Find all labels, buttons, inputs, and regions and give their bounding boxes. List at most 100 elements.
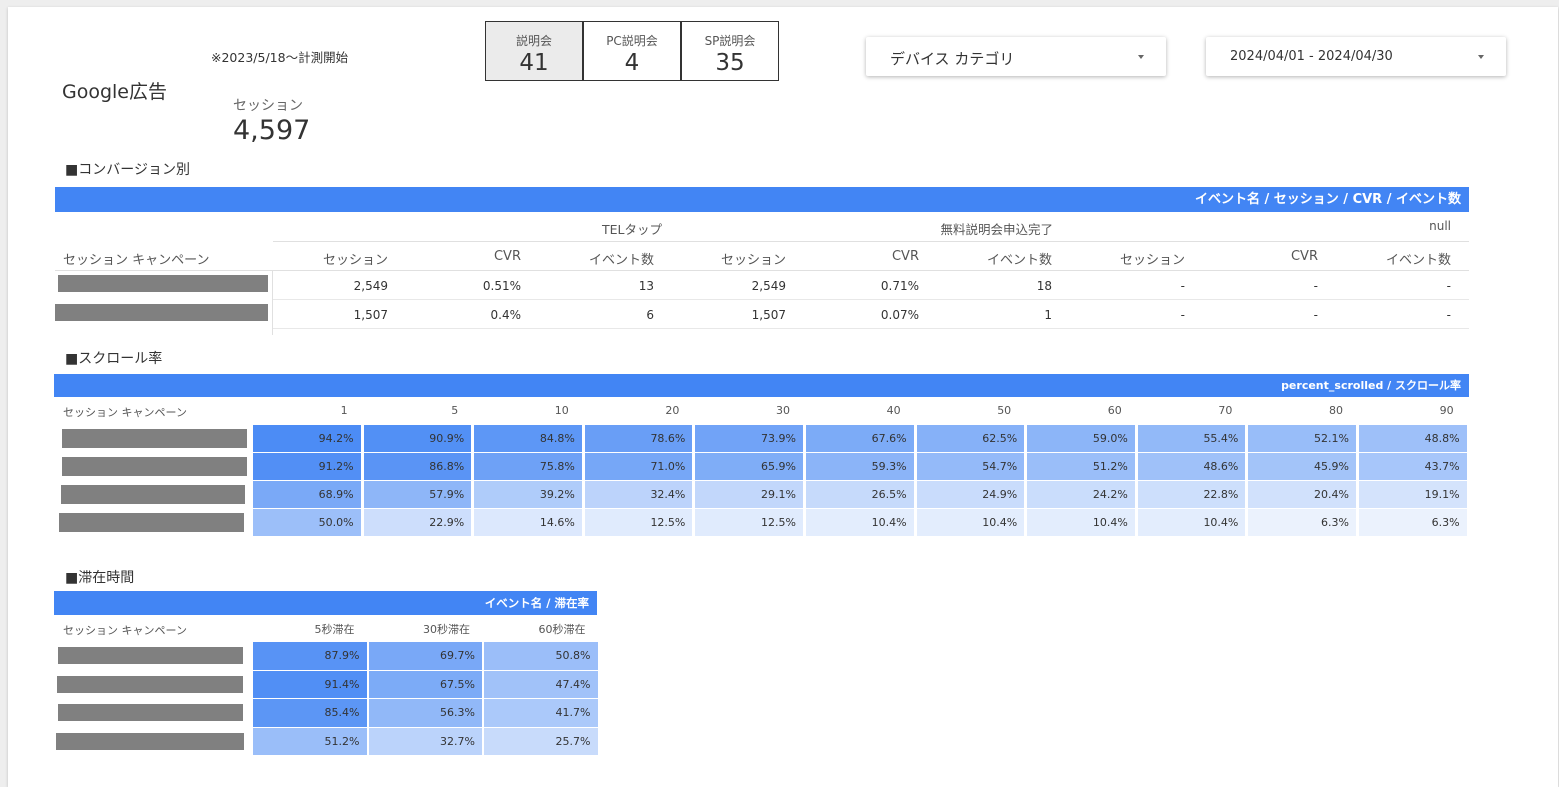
metric-header[interactable]: セッション (322, 253, 388, 268)
metric-header[interactable]: セッション (1119, 253, 1185, 268)
scroll-campaign-header[interactable]: セッション キャンペーン (63, 406, 187, 419)
heatmap-cell: 71.0% (584, 453, 693, 480)
metric-header[interactable]: CVR (1290, 249, 1318, 264)
redacted-campaign-name (57, 675, 243, 693)
dwell-column-header[interactable]: 30秒滞在 (423, 623, 470, 636)
table-cell: 1,507 (353, 308, 388, 322)
table-cell: - (1313, 279, 1318, 293)
kpi-pc-seminar: PC説明会 4 (583, 21, 681, 81)
heatmap-cell: 52.1% (1248, 425, 1356, 452)
table-cell: - (1180, 279, 1185, 293)
heatmap-cell: 10.4% (1027, 509, 1135, 536)
dwell-column-header[interactable]: 60秒滞在 (538, 623, 586, 636)
scroll-column-header[interactable]: 10 (554, 404, 569, 417)
dwell-table-header-bar: イベント名 / 滞在率 (54, 591, 597, 615)
metric-header[interactable]: イベント数 (588, 253, 654, 268)
heatmap-cell: 87.9% (253, 642, 367, 670)
table-cell: - (1446, 308, 1451, 322)
heatmap-cell: 59.0% (1027, 425, 1135, 452)
scroll-column-header[interactable]: 40 (886, 404, 901, 417)
redacted-campaign-name (61, 485, 245, 504)
table-cell: - (1180, 308, 1185, 322)
heatmap-cell: 50.0% (253, 509, 361, 536)
table-cell: 6 (646, 308, 654, 322)
heatmap-cell: 24.2% (1027, 481, 1135, 508)
heatmap-cell: 20.4% (1248, 481, 1356, 508)
redacted-campaign-name (59, 513, 244, 532)
google-ads-title: Google広告 (62, 81, 168, 103)
heatmap-cell: 55.4% (1137, 425, 1246, 452)
scroll-column-header[interactable]: 80 (1328, 404, 1343, 417)
scroll-column-header[interactable]: 50 (997, 404, 1012, 417)
heatmap-cell: 41.7% (484, 699, 598, 727)
heatmap-cell: 57.9% (363, 481, 472, 508)
redacted-campaign-name (55, 304, 268, 321)
scroll-column-header[interactable]: 90 (1439, 404, 1454, 417)
row-divider (273, 328, 1469, 329)
heatmap-cell: 62.5% (916, 425, 1025, 452)
table-cell: - (1446, 279, 1451, 293)
dwell-campaign-header[interactable]: セッション キャンペーン (63, 624, 187, 637)
heatmap-cell: 14.6% (474, 509, 582, 536)
dwell-column-header[interactable]: 5秒滞在 (314, 623, 355, 636)
redacted-campaign-name (62, 457, 247, 476)
metric-header[interactable]: セッション (720, 253, 786, 268)
heatmap-cell: 69.7% (368, 642, 482, 670)
scroll-column-header[interactable]: 60 (1107, 404, 1122, 417)
heatmap-cell: 68.9% (253, 481, 361, 508)
sessions-value: 4,597 (233, 115, 311, 146)
table-cell: 18 (1036, 279, 1052, 293)
scroll-column-header[interactable]: 20 (665, 404, 680, 417)
device-category-label: デバイス カテゴリ (890, 50, 1015, 68)
heatmap-cell: 91.4% (253, 670, 367, 698)
heatmap-cell: 56.3% (368, 699, 482, 727)
header-divider (55, 270, 1469, 271)
redacted-campaign-name (58, 275, 268, 292)
metric-header[interactable]: イベント数 (1385, 253, 1451, 268)
date-range-label: 2024/04/01 - 2024/04/30 (1230, 49, 1393, 64)
metric-header[interactable]: CVR (493, 249, 521, 264)
group-header-tel-tap: TELタップ (602, 222, 662, 237)
heatmap-cell: 47.4% (484, 670, 598, 698)
metric-header[interactable]: CVR (891, 249, 919, 264)
kpi-pc-seminar-value: 4 (624, 50, 640, 76)
row-divider (273, 299, 1469, 300)
heatmap-cell: 91.2% (253, 453, 361, 480)
redacted-campaign-name (62, 429, 247, 448)
heatmap-cell: 39.2% (474, 481, 582, 508)
scroll-column-header[interactable]: 1 (340, 404, 348, 417)
scroll-column-header[interactable]: 30 (775, 404, 790, 417)
redacted-campaign-name (58, 704, 243, 721)
heatmap-cell: 86.8% (363, 453, 472, 480)
heatmap-cell: 10.4% (916, 509, 1025, 536)
heatmap-cell: 94.2% (253, 425, 361, 452)
heatmap-cell: 51.2% (253, 727, 367, 755)
table-cell: 13 (638, 279, 654, 293)
report-page: ※2023/5/18〜計測開始 Google広告 セッション 4,597 説明会… (8, 7, 1558, 787)
table-cell: 0.71% (880, 279, 919, 293)
heatmap-cell: 84.8% (474, 425, 582, 452)
scroll-column-header[interactable]: 5 (451, 404, 459, 417)
heatmap-cell: 78.6% (584, 425, 693, 452)
heatmap-cell: 45.9% (1248, 453, 1356, 480)
heatmap-cell: 43.7% (1359, 453, 1467, 480)
kpi-sp-seminar-value: 35 (715, 50, 745, 76)
heatmap-cell: 90.9% (363, 425, 472, 452)
heatmap-cell: 73.9% (695, 425, 803, 452)
date-range-dropdown[interactable]: 2024/04/01 - 2024/04/30 (1206, 37, 1506, 76)
kpi-sp-seminar-label: SP説明会 (704, 34, 756, 48)
chevron-down-icon (1138, 55, 1144, 59)
heatmap-cell: 25.7% (484, 727, 598, 755)
heatmap-cell: 51.2% (1027, 453, 1135, 480)
heatmap-cell: 26.5% (806, 481, 914, 508)
scroll-column-header[interactable]: 70 (1218, 404, 1233, 417)
dwell-section-title: ■滞在時間 (65, 570, 135, 586)
table-cell: 1 (1044, 308, 1052, 322)
sessions-label: セッション (233, 98, 303, 114)
heatmap-cell: 32.4% (584, 481, 693, 508)
heatmap-cell: 6.3% (1248, 509, 1356, 536)
heatmap-cell: 48.6% (1137, 453, 1246, 480)
device-category-dropdown[interactable]: デバイス カテゴリ (866, 37, 1166, 76)
metric-header[interactable]: イベント数 (986, 253, 1052, 268)
campaign-column-header[interactable]: セッション キャンペーン (63, 253, 210, 268)
